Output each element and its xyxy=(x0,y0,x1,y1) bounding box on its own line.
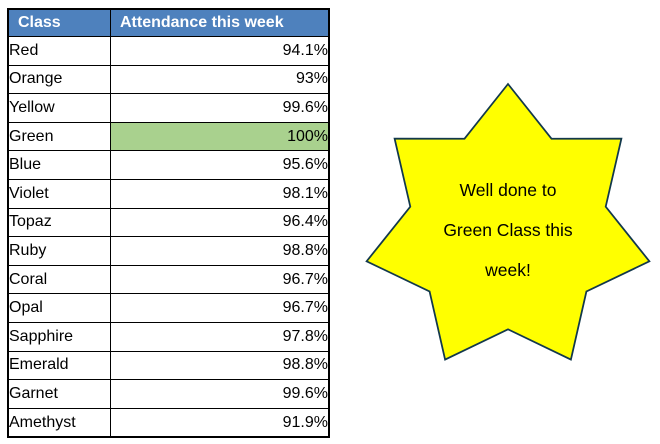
class-name-cell[interactable]: Violet xyxy=(7,178,111,209)
class-name-cell[interactable]: Coral xyxy=(7,264,111,295)
attendance-value-cell[interactable]: 98.8% xyxy=(110,236,330,266)
attendance-value-cell[interactable]: 99.6% xyxy=(110,379,330,409)
table-row: Sapphire 97.8% xyxy=(7,321,330,352)
attendance-value-cell[interactable]: 96.7% xyxy=(110,264,330,295)
attendance-value-cell[interactable]: 100% xyxy=(110,121,330,152)
class-name-cell[interactable]: Green xyxy=(7,121,111,152)
attendance-value-cell[interactable]: 96.7% xyxy=(110,293,330,323)
star-7-points-icon[interactable] xyxy=(365,82,651,361)
table-row: Ruby 98.8% xyxy=(7,236,330,266)
table-row: Violet 98.1% xyxy=(7,178,330,209)
class-name-cell[interactable]: Sapphire xyxy=(7,321,111,352)
star-caption-line: Well done to xyxy=(459,180,557,200)
class-name-cell[interactable]: Ruby xyxy=(7,236,111,266)
attendance-value-cell[interactable]: 96.4% xyxy=(110,207,330,238)
table-row: Garnet 99.6% xyxy=(7,379,330,409)
class-name-cell[interactable]: Red xyxy=(7,36,111,66)
attendance-table-container: Class Attendance this week Red 94.1% Orang… xyxy=(7,8,330,439)
celebration-star-shape[interactable] xyxy=(358,79,658,379)
table-row: Opal 96.7% xyxy=(7,293,330,323)
class-name-cell[interactable]: Orange xyxy=(7,64,111,95)
attendance-table: Class Attendance this week Red 94.1% Orang… xyxy=(7,8,330,439)
class-name-cell[interactable]: Emerald xyxy=(7,350,111,381)
class-name-cell[interactable]: Topaz xyxy=(7,207,111,238)
class-name-cell[interactable]: Amethyst xyxy=(7,407,111,438)
star-caption-line: week! xyxy=(485,260,531,280)
attendance-value-cell[interactable]: 97.8% xyxy=(110,321,330,352)
table-row: Amethyst 91.9% xyxy=(7,407,330,438)
table-row: Orange 93% xyxy=(7,64,330,95)
table-row: Yellow 99.6% xyxy=(7,93,330,123)
table-header-row: Class Attendance this week xyxy=(7,8,330,37)
class-name-cell[interactable]: Garnet xyxy=(7,379,111,409)
attendance-value-cell[interactable]: 91.9% xyxy=(110,407,330,438)
table-row: Green 100% xyxy=(7,121,330,152)
attendance-value-cell[interactable]: 98.1% xyxy=(110,178,330,209)
attendance-value-cell[interactable]: 95.6% xyxy=(110,150,330,180)
class-name-cell[interactable]: Yellow xyxy=(7,93,111,123)
table-row: Topaz 96.4% xyxy=(7,207,330,238)
table-row: Blue 95.6% xyxy=(7,150,330,180)
header-cell-class[interactable]: Class xyxy=(7,8,111,37)
table-row: Red 94.1% xyxy=(7,36,330,66)
table-row: Coral 96.7% xyxy=(7,264,330,295)
table-row: Emerald 98.8% xyxy=(7,350,330,381)
table-body: Red 94.1% Orange 93% Yellow 99.6% Green 100% Blu… xyxy=(7,36,330,438)
header-cell-attendance[interactable]: Attendance this week xyxy=(110,8,330,37)
attendance-value-cell[interactable]: 94.1% xyxy=(110,36,330,66)
star-caption: Well done to Green Class this week! xyxy=(358,170,658,290)
class-name-cell[interactable]: Blue xyxy=(7,150,111,180)
class-name-cell[interactable]: Opal xyxy=(7,293,111,323)
attendance-value-cell[interactable]: 93% xyxy=(110,64,330,95)
attendance-value-cell[interactable]: 99.6% xyxy=(110,93,330,123)
attendance-value-cell[interactable]: 98.8% xyxy=(110,350,330,381)
star-caption-line: Green Class this xyxy=(443,220,573,240)
